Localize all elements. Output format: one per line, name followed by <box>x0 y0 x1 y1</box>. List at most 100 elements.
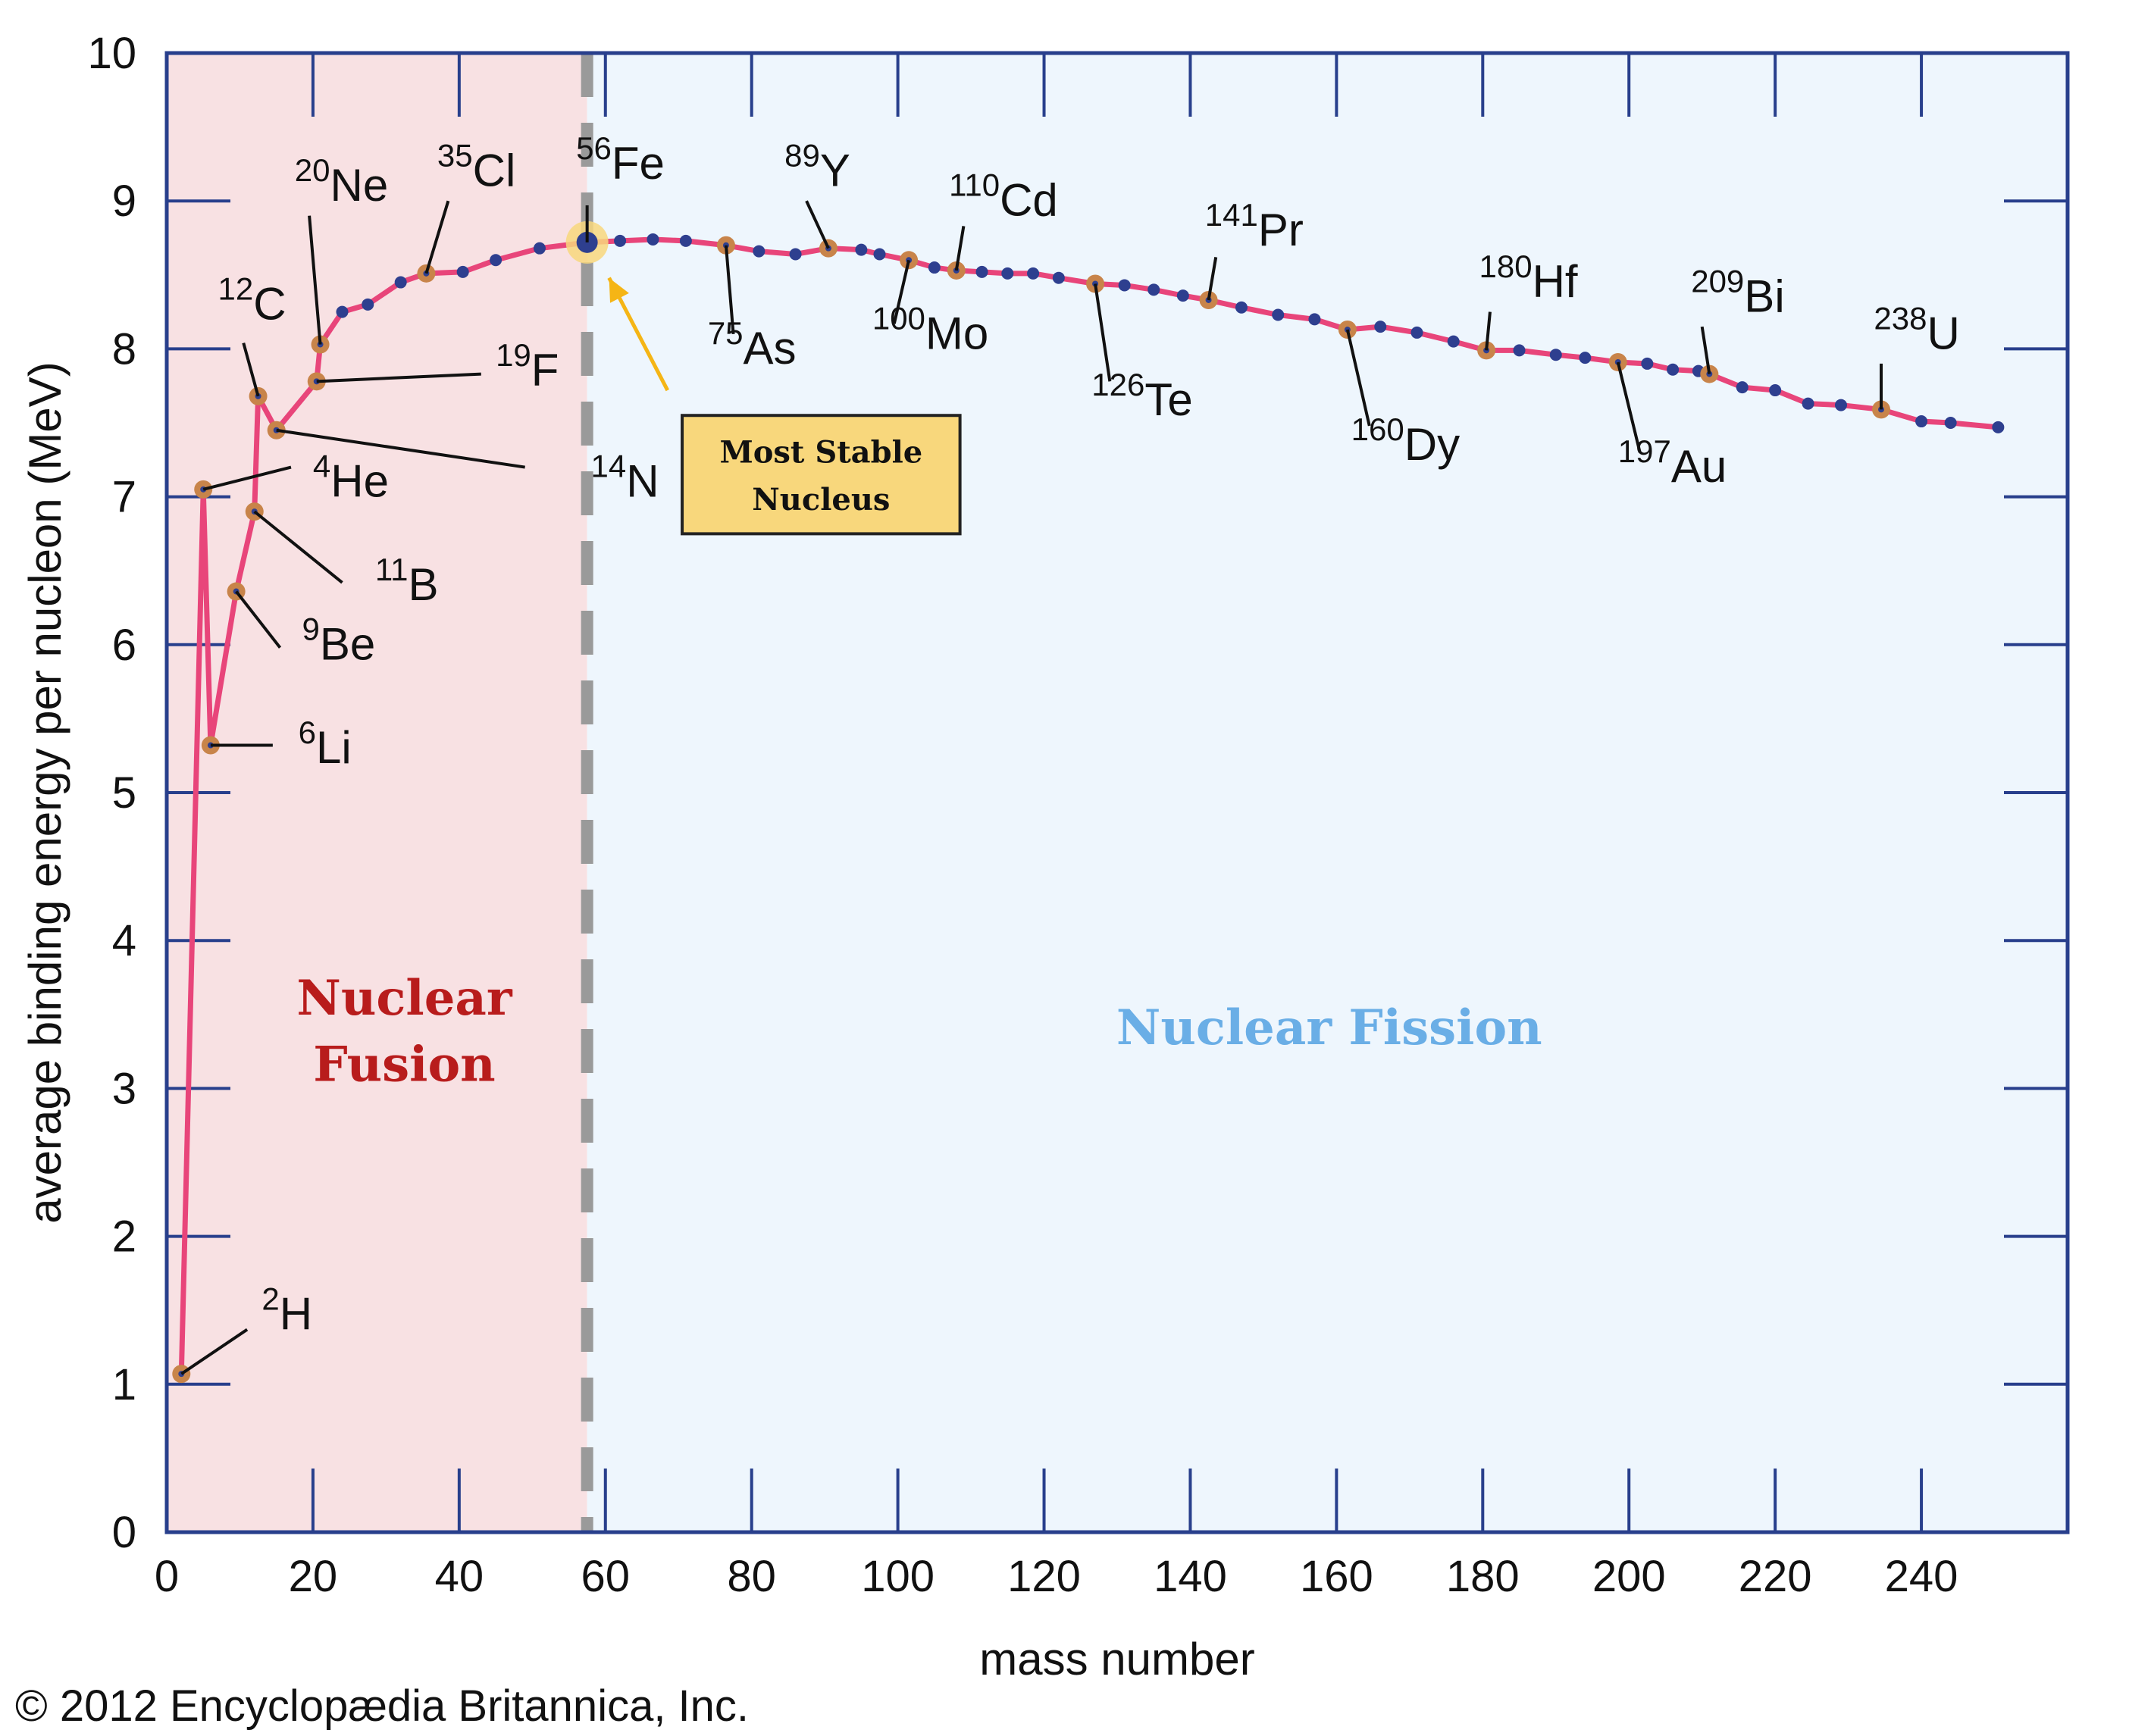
callout-line <box>1485 311 1492 351</box>
data-point <box>1579 352 1592 364</box>
data-point <box>647 233 659 246</box>
nuclide-symbol: Y <box>820 145 850 196</box>
data-point <box>855 243 868 256</box>
nuclide-mass: 2 <box>261 1281 279 1317</box>
nuclide-symbol: B <box>409 559 439 610</box>
fusion-label-line2: Fusion <box>313 1037 495 1093</box>
nuclide-label-Cd: 110Cd <box>949 167 1058 226</box>
nuclide-mass: 141 <box>1205 197 1258 233</box>
x-tick-label: 40 <box>435 1552 484 1601</box>
nuclide-symbol: Bi <box>1744 271 1784 322</box>
callout-line <box>805 200 830 249</box>
callout-line <box>235 590 282 649</box>
nuclide-symbol: H <box>280 1289 312 1340</box>
callout-line <box>424 200 450 274</box>
nuclide-mass: 11 <box>375 552 409 587</box>
data-point <box>1052 271 1065 284</box>
nuclide-mass: 20 <box>295 152 330 188</box>
nuclide-label-F: 19F <box>496 337 559 396</box>
y-tick-label: 10 <box>87 29 136 78</box>
data-point <box>1834 399 1847 411</box>
y-tick-label: 7 <box>112 473 136 522</box>
nuclide-symbol: C <box>253 278 286 329</box>
nuclide-mass: 110 <box>949 167 1000 203</box>
nuclide-label-Dy: 160Dy <box>1351 411 1460 470</box>
data-point <box>1667 363 1680 376</box>
y-axis-title: average binding energy per nucleon (MeV) <box>20 361 70 1223</box>
nuclide-mass: 100 <box>872 300 925 336</box>
callout-line <box>1700 326 1711 374</box>
data-point <box>1736 381 1749 394</box>
callout-line <box>1094 283 1112 382</box>
nuclide-symbol: F <box>531 345 559 396</box>
data-point <box>1308 313 1321 326</box>
data-point <box>1027 267 1040 280</box>
nuclide-symbol: Cd <box>1000 175 1058 226</box>
data-point <box>1447 335 1460 348</box>
y-tick-label: 6 <box>112 621 136 670</box>
nuclide-symbol: Hf <box>1533 256 1578 307</box>
nuclide-mass: 75 <box>708 315 744 351</box>
nuclide-label-As: 75As <box>708 315 797 374</box>
nuclide-mass: 4 <box>313 449 330 484</box>
nuclide-label-Te: 126Te <box>1091 367 1192 425</box>
data-point <box>679 234 692 247</box>
data-point <box>1147 283 1160 296</box>
nuclide-label-B: 11B <box>375 552 439 610</box>
x-tick-label: 120 <box>1007 1552 1081 1601</box>
nuclide-mass: 19 <box>496 337 531 373</box>
nuclide-mass: 238 <box>1874 300 1927 336</box>
most-stable-box <box>681 414 962 536</box>
data-point <box>975 265 988 278</box>
x-tick-label: 180 <box>1446 1552 1520 1601</box>
callout-line <box>253 510 343 584</box>
callout-line <box>308 215 322 345</box>
nuclide-symbol: Te <box>1144 374 1192 425</box>
data-point <box>1513 344 1526 357</box>
x-tick-label: 160 <box>1300 1552 1373 1601</box>
callout-line <box>180 1328 249 1375</box>
nuclide-symbol: N <box>626 456 659 507</box>
nuclide-mass: 160 <box>1351 411 1404 447</box>
copyright: © 2012 Encyclopædia Britannica, Inc. <box>15 1681 750 1731</box>
nuclide-label-U: 238U <box>1874 300 1959 358</box>
nuclide-label-He: 4He <box>313 449 389 507</box>
nuclide-symbol: Pr <box>1258 205 1304 255</box>
data-point <box>753 245 766 258</box>
data-point <box>1641 357 1654 370</box>
nuclide-symbol: As <box>744 323 797 374</box>
nuclide-label-Pr: 141Pr <box>1205 197 1304 255</box>
x-tick-label: 80 <box>727 1552 776 1601</box>
nuclide-label-Li: 6Li <box>299 715 352 773</box>
nuclide-symbol: He <box>330 456 389 507</box>
nuclide-mass: 9 <box>302 611 319 646</box>
data-point <box>1992 421 2005 433</box>
callout-line <box>1345 329 1371 427</box>
data-point <box>490 254 503 267</box>
nuclide-label-N: 14N <box>590 449 659 507</box>
annotations: Nuclear Fusion Nuclear Fission Most Stable N… <box>296 277 1542 1093</box>
data-point <box>1001 267 1014 280</box>
x-tick-label: 60 <box>581 1552 631 1601</box>
y-tick-label: 2 <box>112 1212 136 1262</box>
x-tick-label: 200 <box>1592 1552 1666 1601</box>
fusion-label-line1: Nuclear <box>296 970 513 1027</box>
nuclide-mass: 126 <box>1091 367 1144 402</box>
data-point <box>1272 308 1285 321</box>
data-point <box>1176 289 1189 302</box>
nuclide-mass: 180 <box>1479 249 1532 284</box>
data-point <box>1235 301 1248 314</box>
y-tick-label: 8 <box>112 324 136 374</box>
stable-arrow-head <box>609 277 629 303</box>
x-tick-label: 0 <box>155 1552 179 1601</box>
nuclide-label-Cl: 35Cl <box>437 138 515 196</box>
axes: 0 20 40 60 80 100 120 140 160 180 200 220 2400123456… <box>20 29 2070 1684</box>
y-tick-label: 0 <box>112 1508 136 1557</box>
nuclide-symbol: Cl <box>473 145 516 196</box>
nuclide-mass: 6 <box>299 715 316 750</box>
nuclide-symbol: Mo <box>925 308 988 358</box>
nuclide-label-Hf: 180Hf <box>1479 249 1577 307</box>
nuclide-mass: 14 <box>590 449 626 484</box>
callout-line <box>242 343 260 397</box>
